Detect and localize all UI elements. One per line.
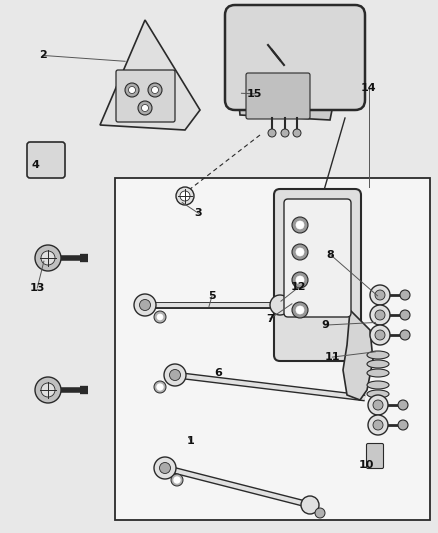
Circle shape <box>314 508 324 518</box>
Circle shape <box>173 477 180 483</box>
Circle shape <box>157 314 162 320</box>
Circle shape <box>128 86 135 93</box>
Circle shape <box>148 83 162 97</box>
Circle shape <box>280 129 288 137</box>
Circle shape <box>171 474 183 486</box>
Ellipse shape <box>366 360 388 368</box>
Circle shape <box>41 383 55 397</box>
FancyBboxPatch shape <box>366 443 383 469</box>
Text: 8: 8 <box>326 250 334 260</box>
Circle shape <box>35 245 61 271</box>
Ellipse shape <box>366 351 388 359</box>
Circle shape <box>154 381 166 393</box>
Circle shape <box>369 305 389 325</box>
Circle shape <box>164 364 186 386</box>
Circle shape <box>399 290 409 300</box>
Circle shape <box>295 306 303 314</box>
Circle shape <box>176 187 194 205</box>
FancyBboxPatch shape <box>27 142 65 178</box>
Circle shape <box>157 384 162 390</box>
Ellipse shape <box>366 390 388 398</box>
Circle shape <box>374 310 384 320</box>
Circle shape <box>372 420 382 430</box>
Circle shape <box>154 457 176 479</box>
Circle shape <box>374 290 384 300</box>
Circle shape <box>295 276 303 284</box>
Circle shape <box>154 311 166 323</box>
Polygon shape <box>342 310 372 400</box>
Circle shape <box>134 294 155 316</box>
FancyBboxPatch shape <box>283 199 350 317</box>
Text: 15: 15 <box>246 89 262 99</box>
Circle shape <box>292 129 300 137</box>
Circle shape <box>300 496 318 514</box>
Circle shape <box>295 221 303 229</box>
Circle shape <box>291 302 307 318</box>
FancyBboxPatch shape <box>116 70 175 122</box>
Circle shape <box>159 463 170 473</box>
Ellipse shape <box>366 369 388 377</box>
Text: 2: 2 <box>39 51 47 60</box>
Circle shape <box>180 191 190 201</box>
Circle shape <box>369 325 389 345</box>
Text: 13: 13 <box>29 283 45 293</box>
Circle shape <box>397 400 407 410</box>
Text: 11: 11 <box>324 352 339 362</box>
FancyBboxPatch shape <box>115 178 429 520</box>
Circle shape <box>374 330 384 340</box>
Text: 12: 12 <box>290 282 306 292</box>
Circle shape <box>291 244 307 260</box>
Text: 4: 4 <box>31 160 39 170</box>
Circle shape <box>295 248 303 256</box>
Circle shape <box>367 415 387 435</box>
Circle shape <box>41 251 55 265</box>
Text: 5: 5 <box>208 291 215 301</box>
FancyBboxPatch shape <box>245 73 309 119</box>
Circle shape <box>372 400 382 410</box>
Polygon shape <box>234 20 339 120</box>
Circle shape <box>138 101 152 115</box>
Text: 3: 3 <box>194 208 202 218</box>
Text: 7: 7 <box>265 314 273 324</box>
Circle shape <box>35 377 61 403</box>
Circle shape <box>125 83 139 97</box>
Text: 1: 1 <box>187 437 194 446</box>
Circle shape <box>169 369 180 381</box>
FancyBboxPatch shape <box>225 5 364 110</box>
FancyBboxPatch shape <box>273 189 360 361</box>
Polygon shape <box>100 20 200 130</box>
Circle shape <box>397 420 407 430</box>
Circle shape <box>267 129 276 137</box>
Text: 6: 6 <box>214 368 222 378</box>
Circle shape <box>369 285 389 305</box>
Circle shape <box>269 295 290 315</box>
Circle shape <box>399 310 409 320</box>
Text: 9: 9 <box>320 320 328 330</box>
Circle shape <box>291 217 307 233</box>
Circle shape <box>399 330 409 340</box>
Circle shape <box>141 104 148 111</box>
Circle shape <box>367 395 387 415</box>
Text: 14: 14 <box>360 83 376 93</box>
Ellipse shape <box>366 381 388 389</box>
Text: 10: 10 <box>358 460 374 470</box>
Circle shape <box>139 300 150 311</box>
Circle shape <box>151 86 158 93</box>
Circle shape <box>291 272 307 288</box>
